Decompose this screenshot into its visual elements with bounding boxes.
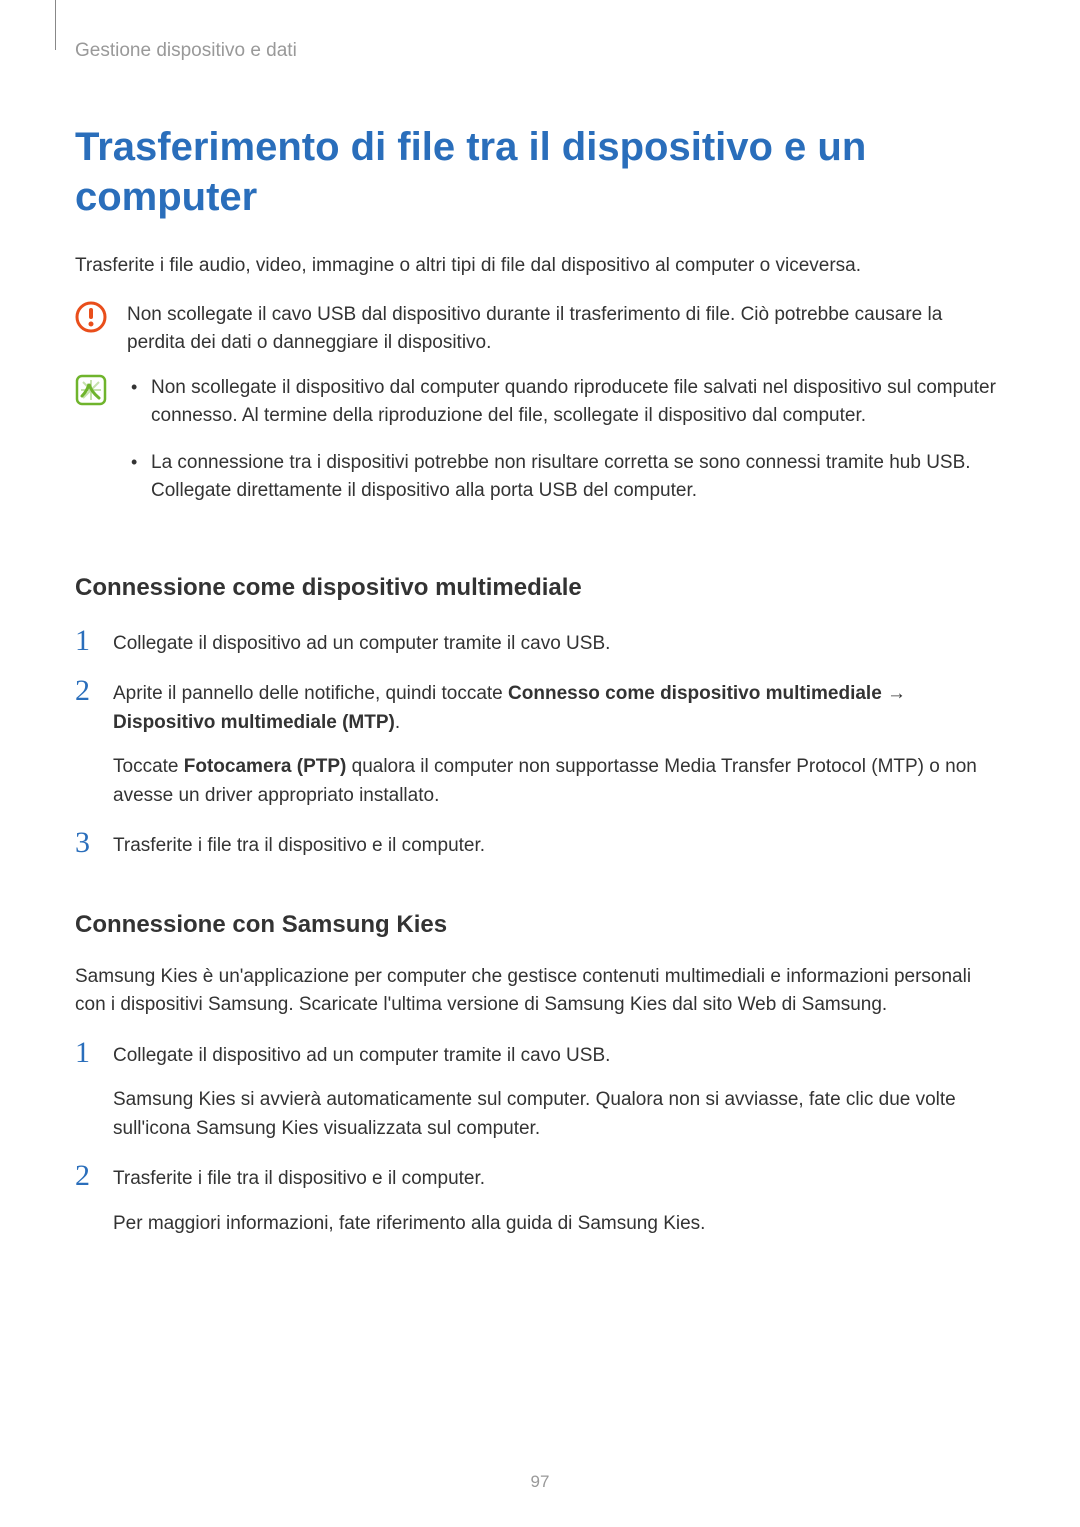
step-number: 1 <box>75 626 95 656</box>
note-callout: Non scollegate il dispositivo dal comput… <box>75 374 1005 524</box>
step-container: 2 Aprite il pannello delle notifiche, qu… <box>75 676 1005 810</box>
step-content: Trasferite i file tra il dispositivo e i… <box>113 828 1005 861</box>
step-content: Aprite il pannello delle notifiche, quin… <box>113 676 1005 810</box>
section1-title: Connessione come dispositivo multimedial… <box>75 574 1005 602</box>
step-container: 2 Trasferite i file tra il dispositivo e… <box>75 1161 1005 1238</box>
breadcrumb: Gestione dispositivo e dati <box>75 40 1005 62</box>
note-item: La connessione tra i dispositivi potrebb… <box>127 449 1005 506</box>
warning-text: Non scollegate il cavo USB dal dispositi… <box>127 301 1005 358</box>
step-extra-text: Samsung Kies si avvierà automaticamente … <box>113 1086 1005 1143</box>
step-content: Collegate il dispositivo ad un computer … <box>113 1038 1005 1144</box>
step-container: 3 Trasferite i file tra il dispositivo e… <box>75 828 1005 861</box>
margin-line <box>55 0 56 50</box>
note-content: Non scollegate il dispositivo dal comput… <box>127 374 1005 524</box>
main-title: Trasferimento di file tra il dispositivo… <box>75 122 1005 222</box>
step-number: 1 <box>75 1038 95 1068</box>
step-text: Collegate il dispositivo ad un computer … <box>113 1042 1005 1071</box>
step-container: 1 Collegate il dispositivo ad un compute… <box>75 626 1005 659</box>
page-container: Gestione dispositivo e dati Trasferiment… <box>0 0 1080 1527</box>
step-container: 1 Collegate il dispositivo ad un compute… <box>75 1038 1005 1144</box>
note-list: Non scollegate il dispositivo dal comput… <box>127 374 1005 506</box>
note-icon <box>75 374 107 406</box>
intro-text: Trasferite i file audio, video, immagine… <box>75 252 1005 281</box>
step-number: 2 <box>75 1161 95 1191</box>
step-content: Collegate il dispositivo ad un computer … <box>113 626 1005 659</box>
note-item: Non scollegate il dispositivo dal comput… <box>127 374 1005 431</box>
warning-callout: Non scollegate il cavo USB dal dispositi… <box>75 301 1005 358</box>
section2-title: Connessione con Samsung Kies <box>75 911 1005 939</box>
step-number: 2 <box>75 676 95 706</box>
step-extra-text: Toccate Fotocamera (PTP) qualora il comp… <box>113 753 1005 810</box>
step-extra-text: Per maggiori informazioni, fate riferime… <box>113 1210 1005 1239</box>
step-number: 3 <box>75 828 95 858</box>
step-text: Aprite il pannello delle notifiche, quin… <box>113 680 1005 737</box>
warning-icon <box>75 301 107 333</box>
step-text: Collegate il dispositivo ad un computer … <box>113 630 1005 659</box>
page-number: 97 <box>0 1472 1080 1492</box>
section2-intro: Samsung Kies è un'applicazione per compu… <box>75 963 1005 1020</box>
step-text: Trasferite i file tra il dispositivo e i… <box>113 1165 1005 1194</box>
step-content: Trasferite i file tra il dispositivo e i… <box>113 1161 1005 1238</box>
step-text: Trasferite i file tra il dispositivo e i… <box>113 832 1005 861</box>
